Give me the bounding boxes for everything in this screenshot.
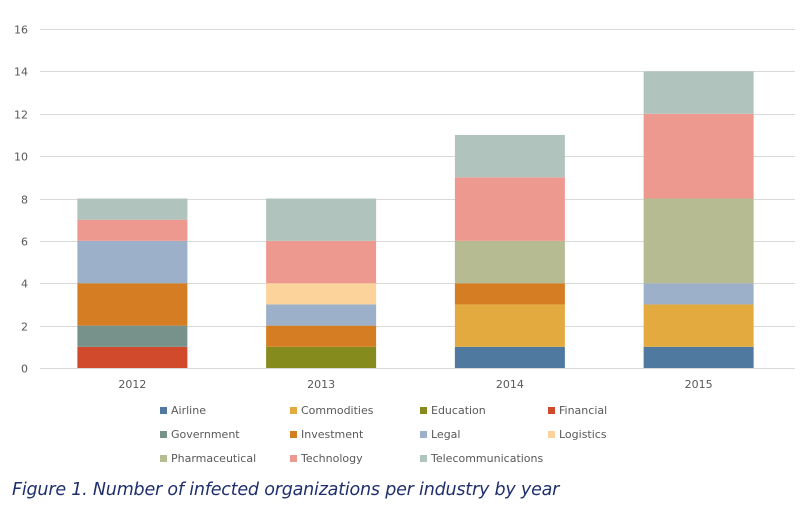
legend-label: Commodities: [301, 404, 374, 417]
bar-segment-legal-2013: [266, 304, 377, 326]
bars: [77, 71, 754, 368]
legend-item-airline: Airline: [160, 404, 206, 417]
legend-item-financial: Financial: [548, 404, 607, 417]
legend-item-government: Government: [160, 428, 240, 441]
legend-swatch: [420, 455, 427, 462]
bar-segment-commodities-2015: [643, 304, 754, 347]
x-tick-label: 2014: [496, 378, 524, 391]
bar-stack-2012: [77, 198, 188, 368]
legend-item-commodities: Commodities: [290, 404, 373, 417]
legend-item-logistics: Logistics: [548, 428, 607, 441]
bar-segment-technology-2013: [266, 240, 377, 284]
bar-segment-technology-2014: [454, 177, 565, 241]
legend-swatch: [548, 431, 555, 438]
legend-item-telecommunications: Telecommunications: [420, 452, 543, 465]
stacked-bar-chart: 0 2 4 6 8 10 12 14 16 2012 2013 2014 2015: [14, 24, 795, 391]
legend-swatch: [420, 407, 427, 414]
legend-swatch: [160, 431, 167, 438]
legend-item-investment: Investment: [290, 428, 363, 441]
y-tick-label: 8: [21, 194, 28, 207]
bar-segment-government-2012: [77, 325, 188, 347]
legend-label: Logistics: [559, 428, 607, 441]
bar-segment-technology-2015: [643, 113, 754, 199]
y-tick-label: 6: [21, 236, 28, 249]
y-tick-label: 0: [21, 363, 28, 376]
y-tick-label: 16: [14, 24, 28, 37]
bar-segment-telecommunications-2014: [454, 134, 565, 178]
legend-item-legal: Legal: [420, 428, 460, 441]
legend-label: Financial: [559, 404, 608, 417]
legend-label: Pharmaceutical: [171, 452, 257, 465]
bar-segment-logistics-2013: [266, 283, 377, 305]
y-tick-label: 12: [14, 109, 28, 122]
y-tick-label: 14: [14, 66, 28, 79]
bar-segment-pharmaceutical-2015: [643, 198, 754, 284]
bar-segment-education-2013: [266, 346, 377, 368]
bar-segment-airline-2015: [643, 346, 754, 368]
bar-segment-pharmaceutical-2014: [454, 240, 565, 284]
y-axis-ticks: 0 2 4 6 8 10 12 14 16: [14, 24, 28, 376]
legend-item-pharmaceutical: Pharmaceutical: [160, 452, 256, 465]
bar-segment-commodities-2014: [454, 304, 565, 347]
bar-segment-airline-2014: [454, 346, 565, 368]
legend-label: Education: [431, 404, 486, 417]
y-tick-label: 10: [14, 151, 28, 164]
bar-segment-telecommunications-2015: [643, 71, 754, 114]
legend-label: Telecommunications: [431, 452, 544, 465]
bar-segment-legal-2012: [77, 240, 188, 284]
y-tick-label: 2: [21, 321, 28, 334]
x-axis-ticks: 2012 2013 2014 2015: [118, 378, 712, 391]
bar-segment-investment-2013: [266, 325, 377, 347]
legend-item-education: Education: [420, 404, 486, 417]
legend-label: Government: [171, 428, 240, 441]
bar-segment-telecommunications-2012: [77, 198, 188, 220]
bar-stack-2014: [454, 134, 565, 368]
legend-swatch: [290, 407, 297, 414]
bar-stack-2013: [266, 198, 377, 368]
legend-swatch: [420, 431, 427, 438]
legend-label: Technology: [301, 452, 363, 465]
x-tick-label: 2015: [685, 378, 713, 391]
bar-segment-investment-2014: [454, 283, 565, 305]
legend-swatch: [160, 407, 167, 414]
bar-segment-legal-2015: [643, 283, 754, 305]
bar-stack-2015: [643, 71, 754, 368]
x-tick-label: 2013: [307, 378, 335, 391]
legend-label: Airline: [171, 404, 206, 417]
legend-swatch: [290, 455, 297, 462]
legend-swatch: [160, 455, 167, 462]
bar-segment-investment-2012: [77, 283, 188, 326]
legend-swatch: [548, 407, 555, 414]
legend-label: Investment: [301, 428, 364, 441]
y-tick-label: 4: [21, 278, 28, 291]
figure-caption: Figure 1. Number of infected organizatio…: [12, 480, 560, 500]
x-tick-label: 2012: [118, 378, 146, 391]
bar-segment-technology-2012: [77, 219, 188, 241]
bar-segment-financial-2012: [77, 346, 188, 368]
legend-item-technology: Technology: [290, 452, 363, 465]
legend-label: Legal: [431, 428, 461, 441]
bar-segment-telecommunications-2013: [266, 198, 377, 241]
legend-swatch: [290, 431, 297, 438]
